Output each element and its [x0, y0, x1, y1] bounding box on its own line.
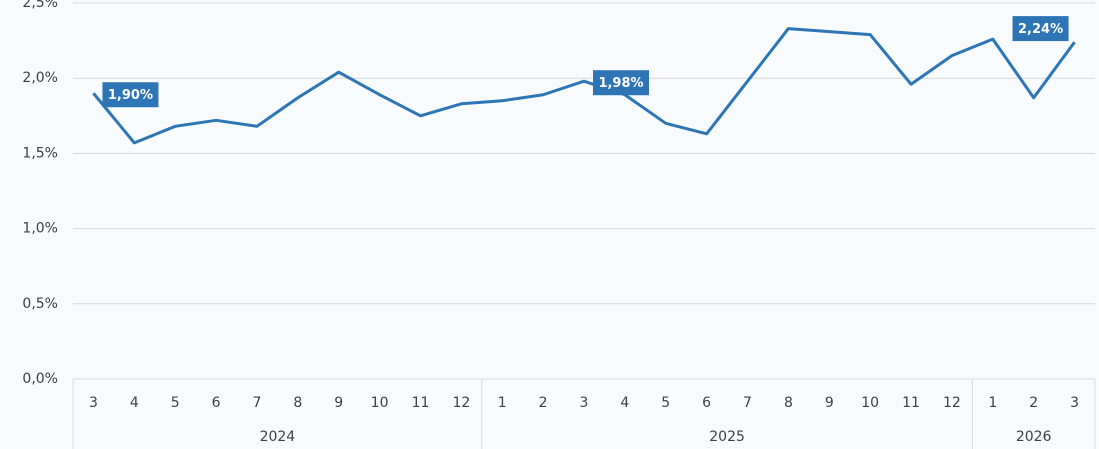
- x-tick-label: 4: [130, 395, 139, 411]
- x-tick-label: 1: [988, 395, 997, 411]
- x-tick-label: 8: [293, 395, 302, 411]
- x-tick-label: 2: [1029, 395, 1038, 411]
- data-label-box: [1012, 16, 1069, 42]
- x-tick-label: 8: [784, 395, 793, 411]
- data-label-box: [102, 82, 159, 108]
- x-tick-label: 11: [412, 395, 430, 411]
- data-label: 1,90%: [108, 88, 153, 103]
- y-tick-label: 0,5%: [22, 296, 58, 312]
- y-tick-label: 0,0%: [22, 371, 58, 387]
- group-label: 2026: [1016, 429, 1052, 445]
- data-label-box: [593, 70, 649, 96]
- group-label: 2024: [260, 429, 296, 445]
- x-tick-label: 7: [252, 395, 261, 411]
- x-tick-label: 4: [620, 395, 629, 411]
- x-tick-label: 9: [334, 395, 343, 411]
- x-tick-label: 6: [702, 395, 711, 411]
- y-tick-label: 1,0%: [22, 221, 58, 237]
- x-tick-label: 2: [539, 395, 548, 411]
- x-tick-label: 5: [661, 395, 670, 411]
- data-label: 2,24%: [1018, 22, 1063, 37]
- x-tick-label: 1: [498, 395, 507, 411]
- data-label: 1,98%: [598, 76, 643, 91]
- x-tick-label: 9: [825, 395, 834, 411]
- x-tick-label: 11: [902, 395, 920, 411]
- x-tick-label: 7: [743, 395, 752, 411]
- y-tick-label: 1,5%: [22, 145, 58, 161]
- x-tick-label: 10: [371, 395, 389, 411]
- x-tick-label: 3: [1070, 395, 1079, 411]
- line: [92, 27, 1076, 145]
- x-tick-label: 3: [89, 395, 98, 411]
- x-tick-label: 12: [452, 395, 470, 411]
- y-tick-label: 2,0%: [22, 70, 58, 86]
- x-tick-label: 6: [212, 395, 221, 411]
- y-tick-label: 2,5%: [22, 0, 58, 11]
- x-tick-label: 10: [861, 395, 879, 411]
- x-tick-label: 3: [580, 395, 589, 411]
- x-tick-label: 5: [171, 395, 180, 411]
- group-label: 2025: [709, 429, 745, 445]
- x-tick-label: 12: [943, 395, 961, 411]
